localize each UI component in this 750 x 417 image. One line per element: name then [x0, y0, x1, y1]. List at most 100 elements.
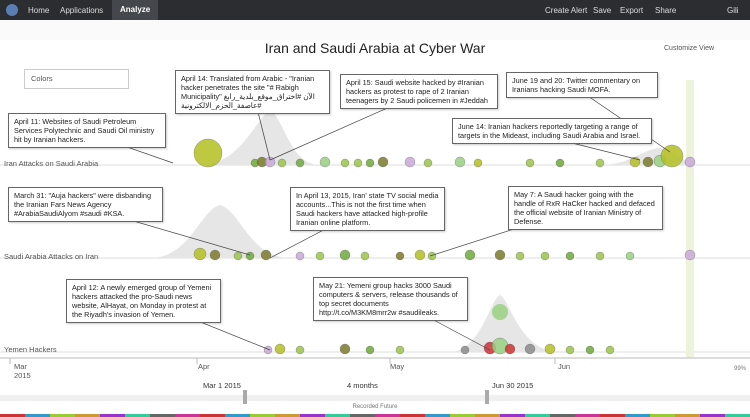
color-strip — [600, 414, 625, 417]
event-bubble — [404, 156, 416, 168]
create-alert[interactable]: Create Alert — [545, 6, 588, 15]
colors-dropdown[interactable]: Colors — [24, 69, 129, 89]
event-bubble — [525, 158, 535, 168]
event-bubble — [264, 156, 276, 168]
color-strip — [0, 414, 25, 417]
color-strip — [650, 414, 675, 417]
color-strip — [350, 414, 375, 417]
event-bubble — [684, 249, 696, 261]
event-bubble — [565, 345, 575, 355]
event-bubble — [193, 138, 223, 168]
color-strip — [725, 414, 750, 417]
event-bubble — [315, 251, 325, 261]
export[interactable]: Export — [620, 6, 644, 15]
annotation: March 31: "Auja hackers" were disbanding… — [8, 187, 163, 222]
event-bubble — [209, 249, 221, 261]
event-bubble — [515, 251, 525, 261]
event-bubble — [377, 156, 389, 168]
event-bubble — [454, 156, 466, 168]
nav-analyze[interactable]: Analyze — [112, 0, 159, 20]
color-strip — [150, 414, 175, 417]
month-label: Mar — [14, 362, 27, 371]
color-strip — [675, 414, 700, 417]
month-label: Jun — [558, 362, 571, 371]
event-bubble — [395, 345, 405, 355]
color-strip — [250, 414, 275, 417]
annotation: In April 13, 2015, Iran' state TV social… — [290, 187, 445, 231]
event-bubble — [504, 343, 516, 355]
event-bubble — [494, 249, 506, 261]
logo[interactable] — [6, 4, 18, 16]
event-bubble — [193, 247, 207, 261]
save[interactable]: Save — [593, 6, 612, 15]
color-strip — [200, 414, 225, 417]
range-end[interactable]: Jun 30 2015 — [492, 381, 534, 390]
event-bubble — [585, 345, 595, 355]
event-bubble — [245, 251, 255, 261]
event-bubble — [460, 345, 470, 355]
color-strip — [325, 414, 350, 417]
range-start[interactable]: Mar 1 2015 — [203, 381, 241, 390]
nav-home[interactable]: Home — [28, 6, 50, 15]
color-strip — [275, 414, 300, 417]
event-bubble — [274, 343, 286, 355]
annotation: April 14: Translated from Arabic - "Iran… — [175, 70, 330, 114]
nav-applications[interactable]: Applications — [60, 6, 104, 15]
event-bubble — [464, 249, 476, 261]
annotation: June 14: Iranian hackers reportedly targ… — [452, 118, 652, 144]
event-bubble — [642, 156, 654, 168]
today-band — [686, 80, 694, 358]
event-bubble — [319, 156, 331, 168]
event-bubble — [414, 249, 426, 261]
footer: Recorded Future — [352, 404, 398, 410]
annotation: April 15: Saudi website hacked by #Irani… — [340, 74, 498, 109]
event-bubble — [277, 158, 287, 168]
event-bubble — [625, 251, 635, 261]
share[interactable]: Share — [655, 6, 677, 15]
title: Iran and Saudi Arabia at Cyber War — [264, 40, 486, 56]
event-bubble — [595, 251, 605, 261]
event-bubble — [605, 345, 615, 355]
color-strip — [400, 414, 425, 417]
nav-bar: Home Applications Analyze Create Alert S… — [0, 0, 750, 20]
color-strip — [575, 414, 600, 417]
event-bubble — [684, 156, 696, 168]
color-strip — [375, 414, 400, 417]
color-strip — [425, 414, 450, 417]
range-handle — [485, 390, 489, 404]
month-label: Apr — [198, 362, 210, 371]
color-strip — [175, 414, 200, 417]
user[interactable]: Gili — [727, 6, 739, 15]
range-span[interactable]: 4 months — [347, 381, 378, 390]
color-strip — [450, 414, 475, 417]
event-bubble — [339, 249, 351, 261]
lane-label: Saudi Arabia Attacks on Iran — [4, 252, 99, 261]
color-strip — [700, 414, 725, 417]
toolbar — [0, 20, 750, 40]
event-bubble — [524, 343, 536, 355]
annotation: April 11: Websites of Saudi Petroleum Se… — [8, 113, 166, 148]
annotation: June 19 and 20: Twitter commentary on Ir… — [506, 72, 658, 98]
color-strip — [225, 414, 250, 417]
event-bubble — [660, 144, 684, 168]
color-strip — [125, 414, 150, 417]
event-bubble — [260, 249, 272, 261]
event-bubble — [365, 345, 375, 355]
annotation: May 21: Yemeni group hacks 3000 Saudi co… — [313, 277, 468, 321]
annotation: May 7: A Saudi hacker going with the han… — [508, 186, 663, 230]
event-bubble — [423, 158, 433, 168]
color-strip — [75, 414, 100, 417]
event-bubble — [295, 251, 305, 261]
event-bubble — [340, 158, 350, 168]
percent-label: 99% — [734, 366, 747, 372]
event-bubble — [492, 304, 508, 320]
customize-view[interactable]: Customize View — [664, 45, 715, 52]
color-strip — [475, 414, 500, 417]
event-bubble — [544, 343, 556, 355]
event-bubble — [295, 158, 305, 168]
density — [150, 205, 290, 258]
event-bubble — [295, 345, 305, 355]
event-bubble — [565, 251, 575, 261]
